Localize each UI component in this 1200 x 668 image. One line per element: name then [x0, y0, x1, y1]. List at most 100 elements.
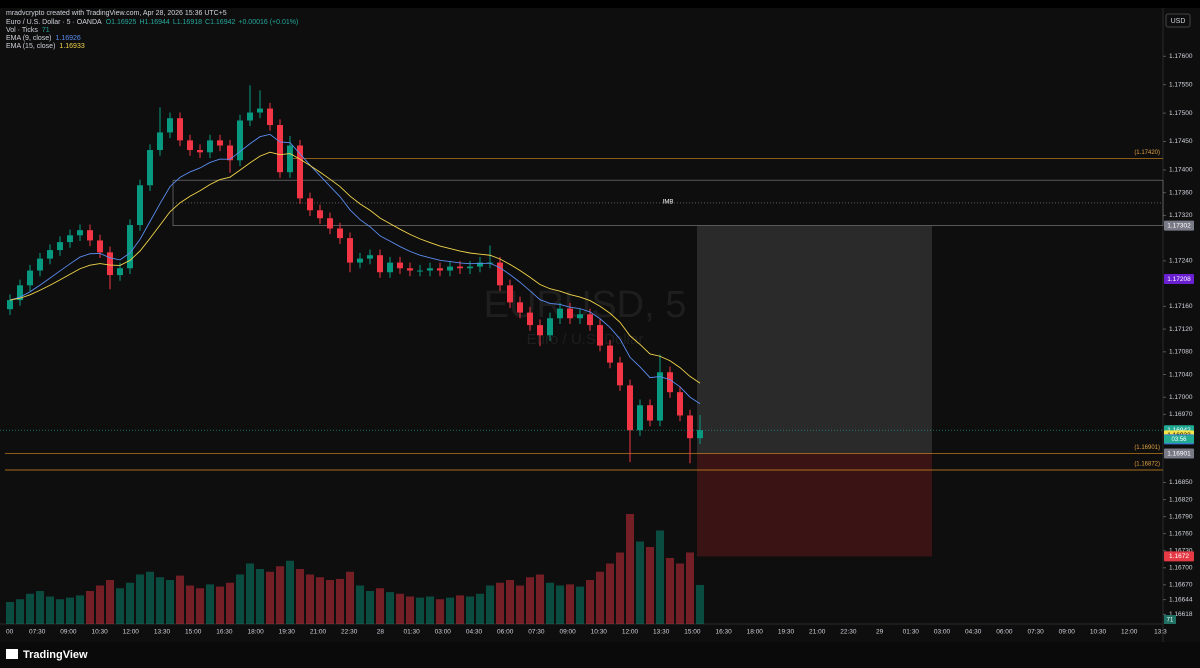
candle-body	[467, 266, 473, 269]
candle-body	[417, 270, 423, 272]
y-tick-label: 1.16644	[1169, 596, 1193, 603]
volume-bar	[686, 552, 694, 624]
candle-body	[127, 225, 133, 269]
x-tick-label: 18:00	[247, 629, 264, 636]
candle-body	[637, 405, 643, 431]
high: H1.16944	[139, 19, 169, 26]
volume-bar	[406, 596, 414, 624]
level-label: (1.16901)	[1134, 445, 1160, 451]
candle-body	[147, 150, 153, 186]
candle-body	[317, 210, 323, 219]
volume-bar	[586, 580, 594, 624]
y-tick-label: 1.17040	[1169, 371, 1193, 378]
x-tick-label: 10:30	[1090, 629, 1107, 636]
candle-body	[67, 235, 73, 243]
candle-body	[137, 185, 143, 226]
x-tick-label: 10:30	[91, 629, 108, 636]
candle-body	[267, 108, 273, 126]
volume-bar	[416, 597, 424, 624]
y-tick-label: 1.17550	[1169, 81, 1193, 88]
volume-bar	[146, 571, 154, 624]
currency[interactable]: USD	[1171, 18, 1186, 25]
y-tick-label: 1.16790	[1169, 513, 1193, 520]
candle-body	[217, 140, 223, 146]
candle-body	[447, 266, 453, 271]
credit: mradvcrypto created with TradingView.com…	[6, 10, 227, 17]
candle-body	[207, 140, 213, 153]
x-tick-label: 28	[377, 629, 385, 636]
volume-bar	[376, 588, 384, 624]
symbol: Euro / U.S. Dollar · 5 · OANDA	[6, 19, 102, 26]
position-target	[697, 225, 932, 454]
watermark-sub: Euro / U.S. Dollar	[527, 331, 644, 348]
volume-bar	[216, 586, 224, 624]
volume-bar	[476, 593, 484, 624]
price-tag-label: 1.17302	[1167, 222, 1191, 229]
volume-bar	[76, 595, 84, 624]
level-label: (1.16872)	[1134, 462, 1160, 468]
volume-bar	[566, 584, 574, 624]
volume-value: 71	[42, 27, 50, 34]
countdown-bg	[1164, 435, 1194, 444]
candle-body	[287, 145, 293, 173]
ema-fast-label: EMA (9, close)	[6, 35, 52, 42]
volume-bar	[436, 599, 444, 624]
volume-bar	[486, 585, 494, 624]
candle-body	[367, 255, 373, 259]
y-tick-label: 1.17600	[1169, 53, 1193, 60]
candle-body	[657, 372, 663, 421]
symbol-line: Euro / U.S. Dollar · 5 · OANDA O1.16925 H1…	[6, 19, 298, 26]
candle-body	[17, 285, 23, 301]
price-tag-label: 1.17208	[1167, 276, 1191, 283]
candle-body	[397, 262, 403, 269]
volume-bar	[516, 585, 524, 624]
candle-body	[347, 238, 353, 263]
candle-body	[157, 132, 163, 151]
countdown: 03:56	[1171, 437, 1187, 443]
candle-body	[357, 258, 363, 263]
volume-bar	[326, 580, 334, 624]
candle-body	[477, 262, 483, 267]
volume-bar	[86, 591, 94, 624]
volume-bar	[666, 558, 674, 624]
candle-body	[47, 250, 53, 259]
x-tick-label: 16:30	[715, 629, 732, 636]
volume-bar	[396, 593, 404, 624]
ema-slow-value: 1.16933	[59, 43, 84, 50]
ema-fast-value: 1.16926	[56, 35, 81, 42]
candle-body	[617, 362, 623, 386]
volume-bar	[456, 595, 464, 624]
candle-body	[407, 268, 413, 271]
x-tick-label: 13:3	[1154, 629, 1167, 636]
volume-tag-label: 71	[1167, 618, 1174, 624]
x-tick-label: 04:30	[466, 629, 483, 636]
x-tick-label: 07:30	[29, 629, 46, 636]
price-tag	[1164, 274, 1194, 285]
x-tick-label: 12:00	[622, 629, 639, 636]
candle-body	[557, 308, 563, 319]
candle-body	[507, 285, 513, 303]
ema-slow-line	[9, 151, 701, 384]
brand-logo	[6, 649, 18, 659]
candle-body	[37, 258, 43, 271]
change: +0.00016 (+0.01%)	[238, 19, 298, 26]
candle-body	[187, 140, 193, 151]
y-tick-label: 1.17000	[1169, 394, 1193, 401]
x-tick-label: 07:30	[1027, 629, 1044, 636]
volume-bar	[286, 560, 294, 624]
candle-body	[377, 255, 383, 273]
low: L1.16918	[173, 19, 202, 26]
volume-bar	[636, 541, 644, 624]
volume-bar	[426, 596, 434, 624]
ema-slow-legend: EMA (15, close) 1.16933	[6, 43, 85, 50]
top-strip	[0, 0, 1200, 8]
candle-body	[567, 308, 573, 319]
candle-body	[177, 118, 183, 141]
currency-box[interactable]	[1165, 13, 1191, 28]
y-tick-label: 1.16730	[1169, 547, 1193, 554]
candle-body	[257, 108, 263, 113]
volume-bar	[56, 599, 64, 624]
x-tick-label: 13:30	[154, 629, 171, 636]
volume-bar	[116, 588, 124, 624]
candle-body	[237, 120, 243, 161]
